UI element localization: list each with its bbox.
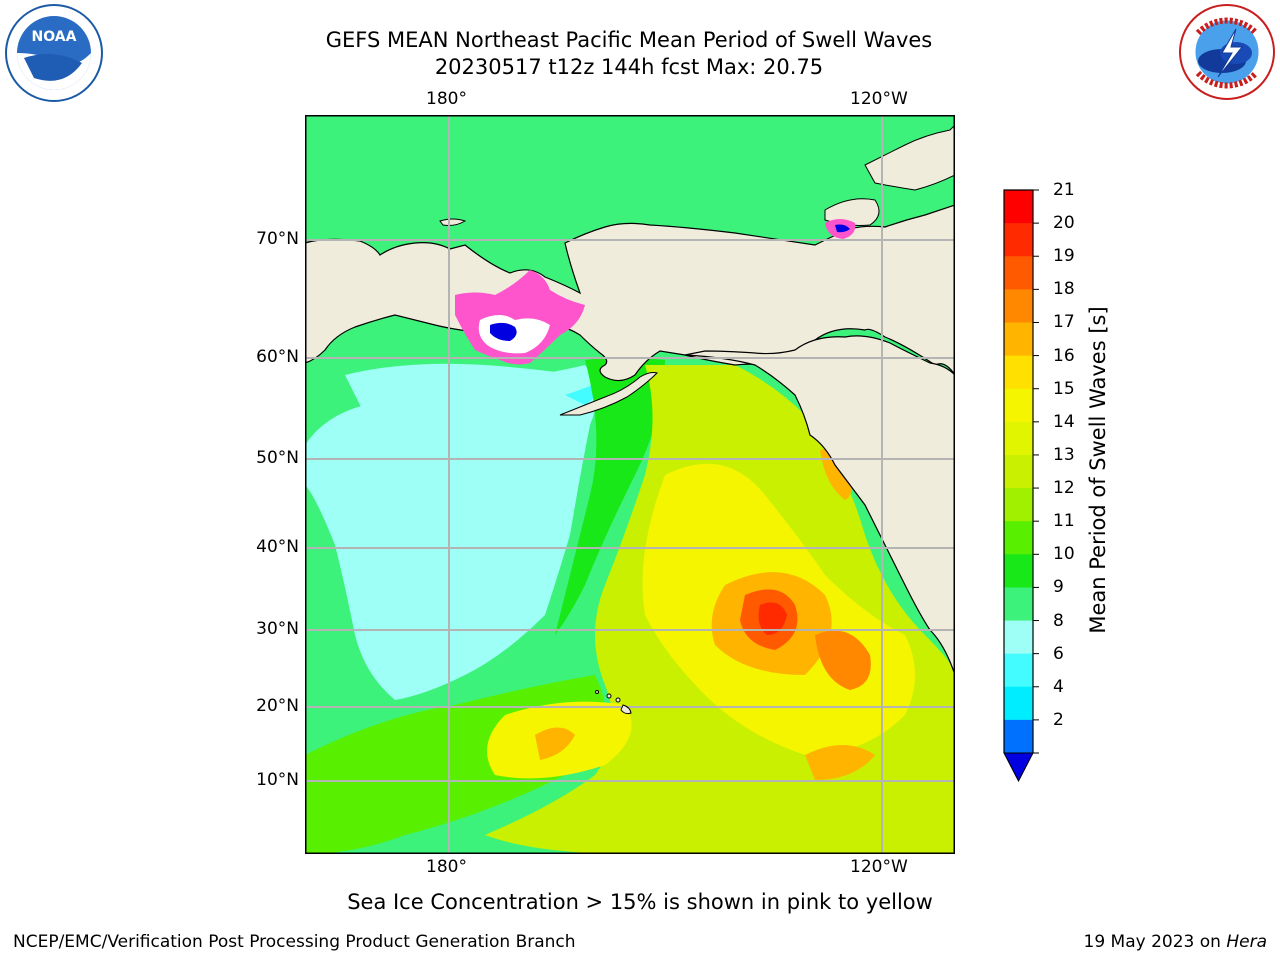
- colorbar: [1003, 189, 1039, 783]
- orange-streak-se: [805, 745, 875, 780]
- colorbar-tick-label: 13: [1053, 444, 1075, 465]
- colorbar-tick-label: 17: [1053, 312, 1075, 333]
- sea-ice-note: Sea Ice Concentration > 15% is shown in …: [347, 890, 933, 914]
- colorbar-tick-label: 20: [1053, 213, 1075, 234]
- colorbar-swatch: [1004, 256, 1033, 290]
- footer-date: 19 May 2023 on Hera: [1084, 932, 1268, 952]
- colorbar-swatch: [1004, 653, 1033, 688]
- colorbar-tick-label: 11: [1053, 511, 1075, 532]
- colorbar-swatch: [1004, 388, 1033, 423]
- footer-date-text: 19 May 2023 on: [1083, 932, 1227, 952]
- graticule: [305, 115, 955, 854]
- colorbar-swatch: [1004, 488, 1033, 522]
- lon-label-top-180: 180°: [426, 89, 467, 109]
- colorbar-swatch: [1004, 322, 1033, 357]
- colorbar-tick-label: 4: [1053, 676, 1064, 697]
- colorbar-swatch: [1004, 421, 1033, 456]
- lat-label-60n: 60°N: [256, 347, 299, 367]
- land-north-islands: [864, 124, 955, 191]
- colorbar-tick-label: 12: [1053, 478, 1075, 499]
- nws-logo: [1179, 4, 1275, 100]
- swell-period-map: [305, 115, 955, 854]
- footer-credit: NCEP/EMC/Verification Post Processing Pr…: [13, 932, 576, 952]
- lon-label-bottom-120w: 120°W: [850, 857, 908, 877]
- lon-label-bottom-180: 180°: [426, 857, 467, 877]
- lon-label-top-120w: 120°W: [850, 89, 908, 109]
- colorbar-swatch: [1004, 620, 1033, 655]
- orange-core-east: [815, 630, 871, 690]
- sea-ice-beaufort-blue: [835, 224, 850, 233]
- colorbar-swatch: [1004, 587, 1033, 622]
- lat-label-70n: 70°N: [256, 229, 299, 249]
- land-north-america: [684, 205, 955, 676]
- orange-streak-south: [535, 727, 575, 760]
- colorbar-tick-label: 14: [1053, 411, 1075, 432]
- colorbar-tick-label: 9: [1053, 577, 1064, 598]
- colorbar-tick-label: 6: [1053, 643, 1064, 664]
- colorbar-frame: [1003, 189, 1034, 753]
- colorbar-swatch: [1004, 355, 1033, 390]
- colorbar-swatch: [1004, 223, 1033, 257]
- lat-label-20n: 20°N: [256, 696, 299, 716]
- colorbar-tick-label: 19: [1053, 246, 1075, 267]
- colorbar-swatch: [1004, 686, 1033, 721]
- colorbar-tick-label: 21: [1053, 180, 1075, 200]
- colorbar-tick-label: 8: [1053, 610, 1064, 631]
- colorbar-tick-label: 10: [1053, 544, 1075, 565]
- green-band: [555, 357, 665, 635]
- colorbar-swatch: [1004, 719, 1033, 754]
- alaska-peninsula: [559, 372, 658, 416]
- colorbar-under-arrow: [1003, 752, 1034, 783]
- sea-ice-blue: [490, 322, 517, 341]
- chart-title: GEFS MEAN Northeast Pacific Mean Period …: [325, 28, 933, 52]
- lat-label-50n: 50°N: [256, 448, 299, 468]
- colorbar-swatch: [1004, 289, 1033, 323]
- noaa-text: NOAA: [32, 29, 77, 45]
- colorbar-tick-label: 16: [1053, 345, 1075, 366]
- colorbar-tick-label: 15: [1053, 378, 1075, 399]
- colorbar-swatch: [1004, 521, 1033, 555]
- colorbar-title: Mean Period of Swell Waves [s]: [1086, 306, 1110, 634]
- noaa-logo: NOAA: [5, 4, 103, 102]
- lat-label-10n: 10°N: [256, 770, 299, 790]
- cyan-region-west: [305, 365, 597, 700]
- footer-machine: Hera: [1226, 932, 1267, 952]
- lat-label-40n: 40°N: [256, 537, 299, 557]
- colorbar-swatch: [1004, 190, 1033, 224]
- lat-label-30n: 30°N: [256, 619, 299, 639]
- red-core-center: [758, 602, 787, 635]
- colorbar-swatch: [1004, 454, 1033, 489]
- colorbar-tick-label: 18: [1053, 279, 1075, 300]
- cyan-region-north: [345, 363, 605, 415]
- chart-subtitle: 20230517 t12z 144h fcst Max: 20.75: [434, 55, 824, 79]
- orange-streak-coast: [820, 449, 852, 500]
- hawaii-islands: [595, 690, 632, 715]
- colorbar-swatch: [1004, 554, 1033, 588]
- colorbar-tick-label: 2: [1053, 709, 1064, 730]
